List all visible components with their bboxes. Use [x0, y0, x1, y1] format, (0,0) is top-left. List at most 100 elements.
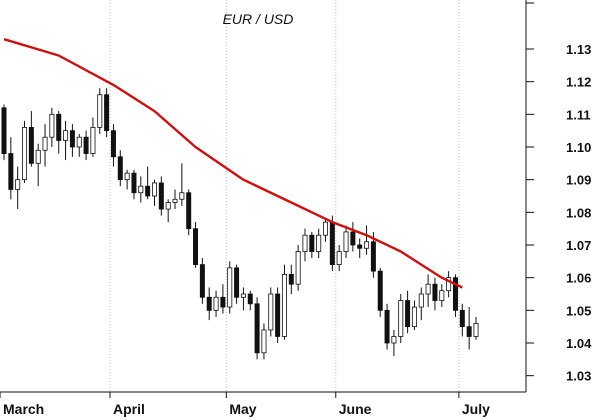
candle-body-down	[131, 172, 137, 194]
candle-body-up	[90, 127, 96, 154]
candle	[302, 228, 308, 262]
candle	[179, 163, 185, 206]
candle	[295, 245, 301, 291]
candle-body-down	[384, 309, 390, 344]
candle-body-up	[97, 94, 103, 128]
y-tick-label: 1.05	[566, 303, 591, 318]
candle	[452, 274, 458, 317]
month-grid	[109, 0, 460, 392]
candle-body-down	[309, 234, 315, 252]
candle-body-down	[247, 293, 253, 305]
candle	[35, 143, 41, 187]
candle	[425, 274, 431, 308]
candle	[343, 225, 349, 259]
candle-body-up	[323, 221, 329, 236]
candle-body-up	[418, 293, 424, 308]
y-tick-label: 1.08	[566, 205, 591, 220]
candle-body-down	[158, 182, 164, 210]
candle	[220, 284, 226, 314]
candle-body-down	[104, 94, 110, 132]
candle	[56, 111, 62, 154]
candle-body-down	[83, 136, 89, 154]
y-tick-label: 1.07	[566, 238, 591, 253]
candle-body-up	[446, 277, 452, 292]
candle	[124, 169, 130, 190]
candle	[247, 290, 253, 311]
candle-body-up	[391, 336, 397, 344]
candle-body-up	[172, 198, 178, 203]
candle	[254, 297, 260, 360]
candle	[377, 267, 383, 317]
candle	[227, 261, 233, 314]
candle	[288, 264, 294, 294]
y-tick-label: 1.09	[566, 173, 591, 188]
candle	[206, 287, 212, 321]
candle-body-up	[15, 179, 21, 190]
candle	[411, 300, 417, 330]
candle-body-down	[459, 309, 465, 328]
candle	[466, 307, 472, 350]
candle	[364, 225, 370, 255]
candle-body-down	[329, 221, 335, 265]
candle	[268, 287, 274, 337]
candle	[213, 290, 219, 317]
candle-body-down	[193, 228, 199, 266]
candle-body-up	[364, 241, 370, 249]
candle-body-up	[439, 290, 445, 301]
candle	[22, 120, 28, 183]
candle	[439, 284, 445, 308]
candle	[199, 258, 205, 304]
candle-body-up	[213, 296, 219, 311]
candle	[145, 166, 151, 200]
y-tick-label: 1.11	[566, 107, 591, 122]
candle	[83, 130, 89, 161]
candle-body-down	[186, 192, 192, 230]
candle-body-down	[110, 130, 116, 158]
candle-body-up	[240, 293, 246, 298]
candle-body-up	[42, 136, 48, 151]
candle	[193, 222, 199, 268]
candle-body-up	[35, 149, 41, 164]
candle-body-up	[425, 283, 431, 295]
candle-body-down	[28, 127, 34, 164]
candle-body-down	[145, 185, 151, 197]
candle-body-up	[151, 182, 157, 197]
candle-body-up	[268, 293, 274, 331]
y-tick-label: 1.10	[566, 140, 591, 155]
x-tick-label: July	[462, 401, 490, 417]
candle-body-up	[22, 127, 28, 181]
y-axis-ticks: 1.03 1.04 1.05 1.06 1.07 1.08 1.09 1.10 1.11 1.12…	[526, 2, 592, 384]
candle	[165, 199, 171, 223]
candle-body-up	[63, 130, 69, 141]
candle	[97, 88, 103, 134]
y-tick-label: 1.03	[566, 369, 591, 384]
candle	[15, 166, 21, 210]
candle-body-up	[138, 185, 144, 194]
candle	[384, 303, 390, 350]
candlestick-series	[1, 88, 479, 360]
candle-body-down	[56, 113, 62, 141]
candle	[234, 264, 240, 304]
candle-body-down	[357, 244, 363, 249]
candle-body-up	[473, 322, 479, 337]
candle-body-down	[350, 231, 356, 246]
candle-body-up	[316, 234, 322, 252]
candle-body-up	[261, 329, 267, 354]
candle	[398, 294, 404, 343]
candle	[418, 287, 424, 321]
candle-body-down	[206, 296, 212, 311]
candle	[186, 189, 192, 236]
moving-average-line	[3, 38, 463, 289]
y-tick-label: 1.04	[566, 336, 592, 351]
x-tick-label: March	[3, 401, 44, 417]
candle-body-up	[302, 234, 308, 252]
candle-body-down	[405, 300, 411, 328]
candle	[76, 133, 82, 157]
candle-body-down	[254, 303, 260, 354]
candle-body-up	[165, 202, 171, 210]
candle	[391, 329, 397, 357]
candle	[172, 189, 178, 210]
candle-body-up	[281, 273, 287, 337]
x-axis-month-labels: March April May June July	[0, 392, 490, 417]
y-tick-label: 1.13	[566, 42, 591, 57]
